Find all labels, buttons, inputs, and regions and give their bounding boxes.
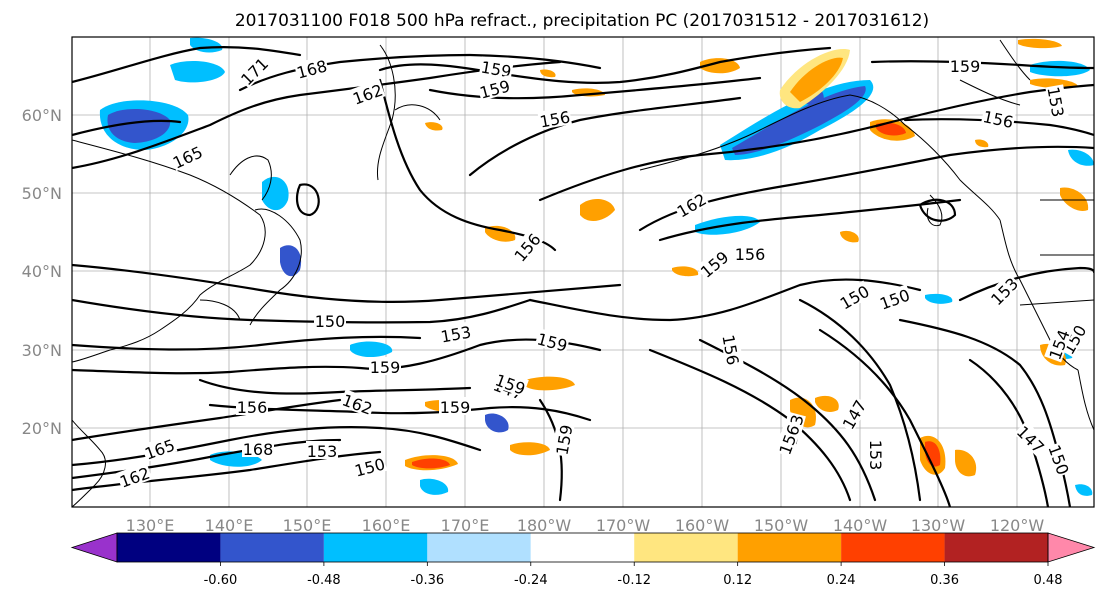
colorbar-tick-label: -0.60 [204,573,238,588]
svg-text:150: 150 [315,312,346,331]
lon-label: 180°W [517,516,572,535]
map-frame [71,36,1095,508]
colorbar-segment [117,533,221,562]
lon-label: 130°E [126,516,175,535]
lat-label: 30°N [22,341,62,360]
contour-label: 159 [949,56,981,76]
contour-label: 153 [1043,84,1069,119]
colorbar-segment [944,533,1048,562]
contour-label: 156 [537,106,572,132]
contour-label: 159 [479,56,514,82]
lon-label: 130°W [911,516,966,535]
lon-label: 140°E [205,516,254,535]
svg-text:159: 159 [440,398,471,417]
lat-label: 40°N [22,262,62,281]
colorbar-segment [634,533,738,562]
contour-label: 168 [242,439,274,459]
lon-label: 120°W [990,516,1045,535]
svg-text:156: 156 [237,398,268,417]
colorbar-tick-label: 0.36 [930,573,959,588]
contour-label: 159 [551,422,577,457]
colorbar-segment [841,533,945,562]
longitude-labels: 130°E 140°E 150°E 160°E 170°E 180°W 170°W 160°W… [126,516,1045,535]
contour-label: 156 [734,244,766,264]
colorbar-tick-label: -0.36 [411,573,445,588]
svg-text:153: 153 [307,442,338,461]
colorbar-frame [116,532,1049,563]
lon-label: 160°W [675,516,730,535]
colorbar-tick-label: -0.24 [514,573,548,588]
colorbar: -0.60 -0.48 -0.36 -0.24 -0.12 0.12 0.24 0.36 0.4… [70,532,1096,588]
contour-label: 150 [314,311,346,331]
lon-label: 170°E [441,516,490,535]
lon-label: 150°W [754,516,809,535]
colorbar-segment [323,533,428,562]
colorbar-segment [427,533,531,562]
precip-shading [99,37,1094,496]
latitude-labels: 60°N 50°N 40°N 30°N 20°N [22,106,62,438]
contour-label: 156 [980,105,1016,132]
contour-label: 159 [439,397,471,417]
lat-label: 20°N [22,419,62,438]
svg-text:159: 159 [370,358,401,377]
lon-label: 150°E [283,516,332,535]
colorbar-segment [737,533,842,562]
svg-text:159: 159 [950,57,981,76]
colorbar-tick-label: 0.12 [723,573,752,588]
contour-label: 156 [236,397,268,417]
contour-label: 153 [866,439,886,471]
colorbar-tick-label: 0.48 [1034,573,1063,588]
lat-label: 50°N [22,184,62,203]
svg-text:168: 168 [243,440,274,459]
contour-label: 153 [438,321,473,347]
lon-label: 140°W [833,516,888,535]
colorbar-extend-high [1047,532,1096,563]
contour-label: 159 [369,357,401,377]
colorbar-tick-label: -0.48 [307,573,341,588]
colorbar-segment [530,533,635,562]
map-background [72,37,1094,507]
colorbar-segment [220,533,324,562]
svg-text:153: 153 [866,440,885,471]
contour-label: 153 [306,441,338,461]
colorbar-tick-label: -0.12 [617,573,651,588]
figure-title: 2017031100 F018 500 hPa refract., precip… [235,11,929,31]
colorbar-tick-label: 0.24 [827,573,856,588]
lon-label: 170°W [596,516,651,535]
lon-label: 160°E [362,516,411,535]
lat-label: 60°N [22,106,62,125]
colorbar-extend-low [70,532,118,563]
contour-label: 162 [672,188,710,221]
svg-text:156: 156 [735,245,766,264]
